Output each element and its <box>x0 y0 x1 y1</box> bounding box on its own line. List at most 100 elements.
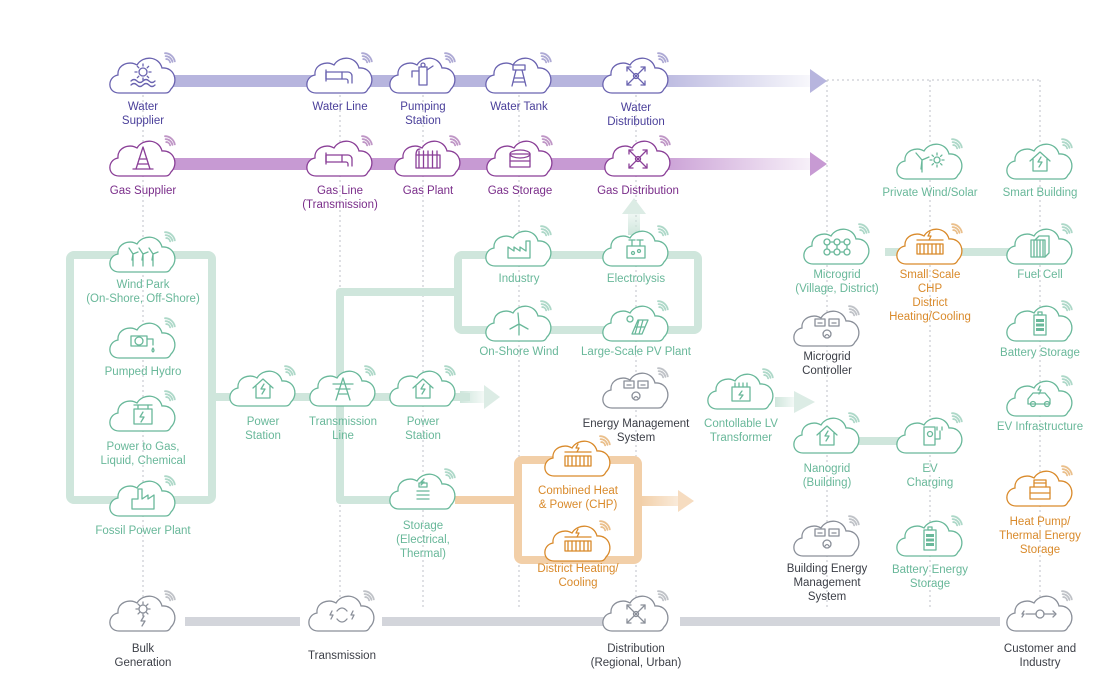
ptg-icon <box>133 404 153 425</box>
pump-icon <box>411 62 434 86</box>
battery-storage-2-node <box>896 515 963 557</box>
industry-icon <box>507 240 531 259</box>
storage-node <box>389 468 456 510</box>
power-station-1-node <box>229 365 296 407</box>
wireless-icon <box>444 365 456 377</box>
wireless-icon <box>164 135 176 147</box>
label-line: Heat Pump/ <box>1009 516 1071 528</box>
label-line: Customer and <box>1003 643 1077 655</box>
nanogrid-node <box>793 412 860 454</box>
building-ems-label: Building Energy Management System <box>787 562 868 604</box>
ev-charging-node <box>896 412 963 454</box>
bulk-generation-node <box>109 590 176 632</box>
small-chp-label: Small Scale CHP District Heating/Cooling <box>889 268 971 324</box>
wireless-icon <box>659 135 671 147</box>
wireless-icon <box>164 590 176 602</box>
heater-icon <box>564 528 592 552</box>
wireless-icon <box>657 367 669 379</box>
wireless-icon <box>657 225 669 237</box>
wireless-icon <box>599 520 611 532</box>
storage-label: Storage (Electrical, Thermal) <box>396 519 450 561</box>
pumping-station-node <box>389 52 456 94</box>
gas-plant-node <box>394 135 461 177</box>
label-line: Microgrid <box>803 351 851 363</box>
wireless-icon <box>363 590 375 602</box>
label-line: Power <box>246 416 280 428</box>
pumped-hydro-label: Pumped Hydro <box>105 365 182 379</box>
energy-mgmt-label: Energy Management System <box>583 417 690 445</box>
house-icon <box>816 425 838 446</box>
wireless-icon <box>164 231 176 243</box>
wireless-icon <box>951 138 963 150</box>
water-icon <box>130 63 156 88</box>
smart-building-label: Smart Building <box>1003 186 1078 200</box>
wireless-icon <box>951 412 963 424</box>
water-tank-node <box>485 52 552 94</box>
battery2-icon <box>1033 311 1047 336</box>
label-line: Gas Storage <box>487 185 553 197</box>
wireless-icon <box>540 300 552 312</box>
power-station-2-label: Power Station <box>405 415 441 443</box>
wireless-icon <box>848 412 860 424</box>
ev-charging-label: EV Charging <box>907 462 954 490</box>
wireless-icon <box>364 365 376 377</box>
microgrid-label: Microgrid (Village, District) <box>795 268 879 296</box>
water-line-label: Water Line <box>312 100 367 114</box>
label-line: Gas Plant <box>402 185 454 197</box>
wireless-icon <box>1061 300 1073 312</box>
wind-icon <box>128 247 159 267</box>
wind-park-node <box>109 231 176 273</box>
water-supplier-label: Water Supplier <box>122 100 164 128</box>
car-icon <box>1027 385 1051 408</box>
microgrid-controller-node <box>793 305 860 347</box>
wireless-icon <box>599 435 611 447</box>
smart-building-node <box>1006 138 1073 180</box>
gas-storage-node <box>486 135 553 177</box>
label-line: Thermal Energy <box>999 530 1081 542</box>
dist-icon <box>626 604 646 624</box>
grid-icon <box>823 238 851 256</box>
label-line: Energy Management <box>582 418 690 430</box>
label-line: (On-Shore, Off-Shore) <box>86 293 200 305</box>
gas-line-label: Gas Line (Transmission) <box>302 184 378 212</box>
industry-node <box>485 225 552 267</box>
water-tank-label: Water Tank <box>490 100 548 114</box>
wireless-icon <box>541 135 553 147</box>
label-line: Pumped Hydro <box>104 366 182 378</box>
label-line: Management <box>793 577 861 589</box>
large-pv-label: Large-Scale PV Plant <box>581 345 691 359</box>
wireless-icon <box>284 365 296 377</box>
chp-node <box>544 435 611 477</box>
electrolysis-node <box>602 225 669 267</box>
district-heating-label: District Heating/Cooling <box>537 562 618 590</box>
label-line: Line <box>332 430 354 442</box>
building-ems-node <box>793 515 860 557</box>
label-line: Station <box>405 430 441 442</box>
grid-backbone <box>185 617 1000 626</box>
fossil-power-plant-label: Fossil Power Plant <box>95 524 190 538</box>
heat-pump-label: Heat Pump/Thermal Energy Storage <box>999 515 1081 557</box>
customer-industry-node <box>1006 590 1073 632</box>
ev-infrastructure-node <box>1006 375 1073 417</box>
water-supplier-node <box>109 52 176 94</box>
fuel-cell-node <box>1006 223 1073 265</box>
label-line: Storage <box>1019 544 1061 556</box>
heater-icon <box>916 231 944 255</box>
label-line: System <box>807 591 847 603</box>
distribution-label: Distribution (Regional, Urban) <box>591 642 682 670</box>
gas-line-node <box>306 135 373 177</box>
label-line: (Village, District) <box>795 283 879 295</box>
label-line: Station <box>405 115 441 127</box>
gas-plant-label: Gas Plant <box>403 184 454 198</box>
label-line: District <box>912 297 948 309</box>
wireless-icon <box>449 135 461 147</box>
label-line: Distribution <box>607 116 665 128</box>
electrolysis-label: Electrolysis <box>607 272 665 286</box>
wireless-icon <box>444 52 456 64</box>
factory-icon <box>131 488 155 510</box>
label-line: Electrolysis <box>606 273 666 285</box>
wireless-icon <box>1061 375 1073 387</box>
heater-icon <box>564 443 592 467</box>
label-line: Gas Distribution <box>597 185 679 197</box>
label-line: Industry <box>1019 657 1061 669</box>
